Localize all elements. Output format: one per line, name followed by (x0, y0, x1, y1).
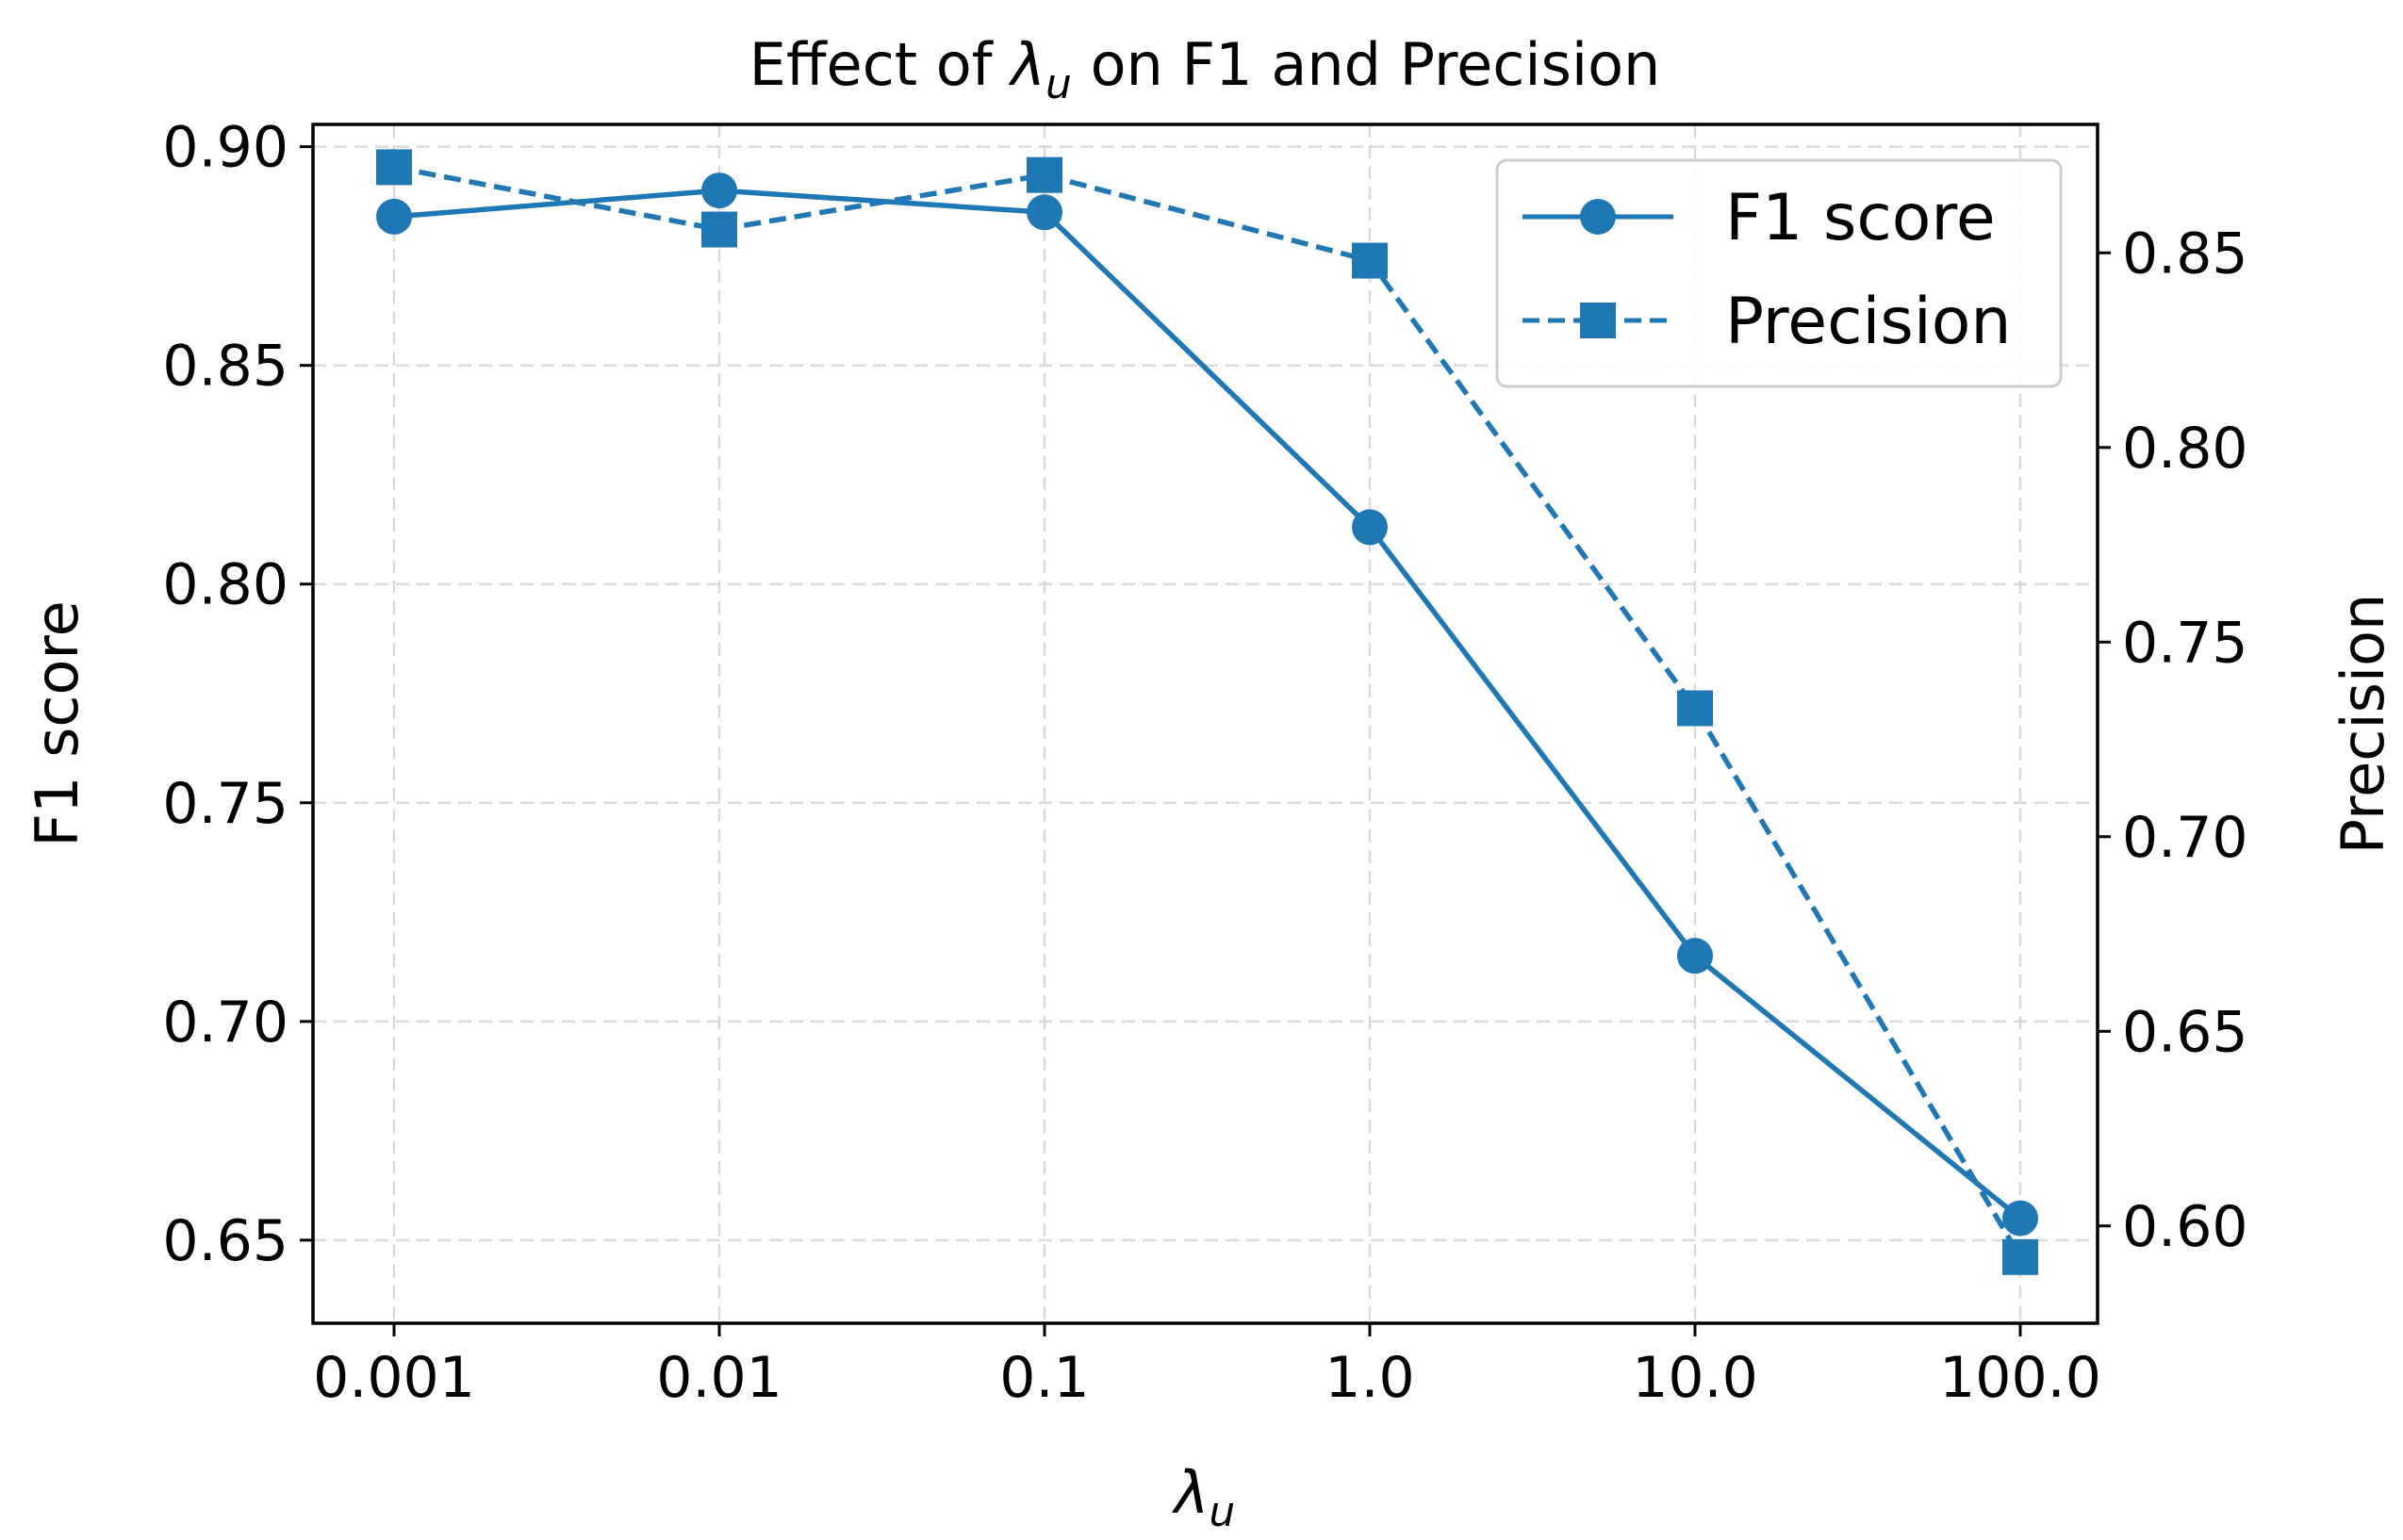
f1-score-point (1027, 194, 1062, 231)
x-tick-label: 0.1 (999, 1345, 1089, 1411)
precision-point (1677, 690, 1713, 727)
f1-score-point (2002, 1200, 2038, 1237)
y-left-tick-label: 0.85 (162, 334, 288, 400)
chart-title: Effect of λu on F1 and Precision (749, 30, 1661, 108)
y-right-tick-label: 0.75 (2122, 610, 2248, 676)
f1-score-line (393, 188, 2022, 1221)
legend-marker-precision (1580, 303, 1616, 338)
precision-point (1352, 242, 1388, 279)
y-left-tick-label: 0.75 (162, 771, 288, 837)
x-tick-label: 0.01 (656, 1345, 782, 1411)
y-right-tick-label: 0.70 (2122, 805, 2248, 871)
plot-frame (311, 123, 2099, 1325)
y-axis-label-left: F1 score (23, 600, 91, 846)
f1-score-point (376, 198, 412, 235)
legend: F1 score Precision (1495, 158, 2063, 388)
x-tick-label: 100.0 (1939, 1345, 2101, 1411)
axis-ticks: 0.001 0.01 0.1 1.0 10.0 100.0 0.65 0.70 0.75 0.80… (162, 115, 2247, 1411)
y-left-tick-label: 0.90 (162, 115, 288, 181)
precision-line (393, 164, 2023, 1259)
y-left-tick-label: 0.80 (162, 552, 288, 618)
x-tick-label: 10.0 (1632, 1345, 1758, 1411)
plot-series (376, 149, 2038, 1275)
y-right-tick-label: 0.80 (2122, 416, 2248, 482)
y-right-tick-label: 0.85 (2122, 221, 2248, 287)
x-tick-label: 0.001 (313, 1345, 475, 1411)
x-axis-label: λu (1172, 1458, 1236, 1536)
grid (313, 124, 2098, 1323)
legend-label-f1: F1 score (1725, 181, 1996, 255)
precision-point (1027, 156, 1062, 193)
f1-score-point (701, 172, 737, 209)
y-right-tick-label: 0.65 (2122, 999, 2248, 1065)
x-tick-label: 1.0 (1325, 1345, 1414, 1411)
y-right-tick-label: 0.60 (2122, 1194, 2248, 1260)
y-axis-label-right: Precision (2329, 594, 2397, 855)
precision-point (376, 149, 412, 186)
precision-point (701, 211, 737, 248)
f1-score-point (1677, 938, 1713, 975)
f1-score-point (1352, 509, 1388, 546)
legend-marker-f1 (1580, 199, 1616, 235)
y-left-tick-label: 0.65 (162, 1208, 288, 1274)
y-left-tick-label: 0.70 (162, 990, 288, 1056)
legend-label-precision: Precision (1725, 285, 2011, 359)
precision-point (2002, 1238, 2038, 1275)
